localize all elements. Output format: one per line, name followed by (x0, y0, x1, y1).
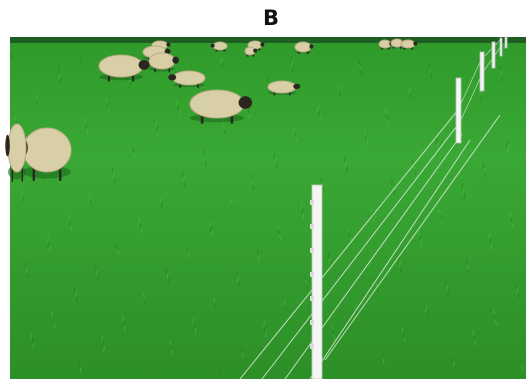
photo-hedge (10, 37, 526, 43)
page: B (() => { const data = JSON.parse(docum… (0, 0, 526, 379)
sheep-head (139, 60, 150, 70)
figure: B (0, 0, 526, 379)
fence-post (480, 52, 484, 91)
post-clip (310, 224, 314, 229)
post-clip (310, 272, 314, 277)
sheep-head (5, 135, 9, 157)
sheep-body (173, 71, 205, 85)
post-clip (310, 200, 314, 205)
fence-post (492, 42, 495, 68)
sheep-head (211, 44, 215, 48)
sheep-body (295, 42, 311, 52)
sheep-head (253, 49, 257, 53)
post-clip (310, 296, 314, 301)
sheep-head (413, 42, 417, 46)
sheep-head (239, 96, 253, 109)
post-clip (310, 344, 314, 349)
fence-post (456, 78, 461, 143)
sheep-head (166, 43, 170, 47)
sheep-body (268, 81, 296, 93)
sheep-head (293, 84, 300, 89)
sheep-head (260, 43, 264, 47)
post-clip (310, 248, 314, 253)
fence-post (500, 38, 502, 56)
sheep-head (309, 44, 313, 49)
sheep-body (401, 40, 415, 48)
panel-label: B (263, 6, 279, 30)
sheep-head (172, 57, 179, 64)
fence-post (312, 185, 322, 379)
sheep-head (168, 74, 176, 80)
sheep-body (190, 90, 244, 118)
fence-post (505, 37, 507, 48)
sheep-body (99, 55, 143, 77)
sheep-body (8, 124, 26, 172)
sheep-body (213, 42, 227, 50)
sheep-body (149, 53, 175, 69)
sheep-body (23, 128, 71, 172)
post-clip (310, 320, 314, 325)
sheep-body (379, 40, 391, 48)
